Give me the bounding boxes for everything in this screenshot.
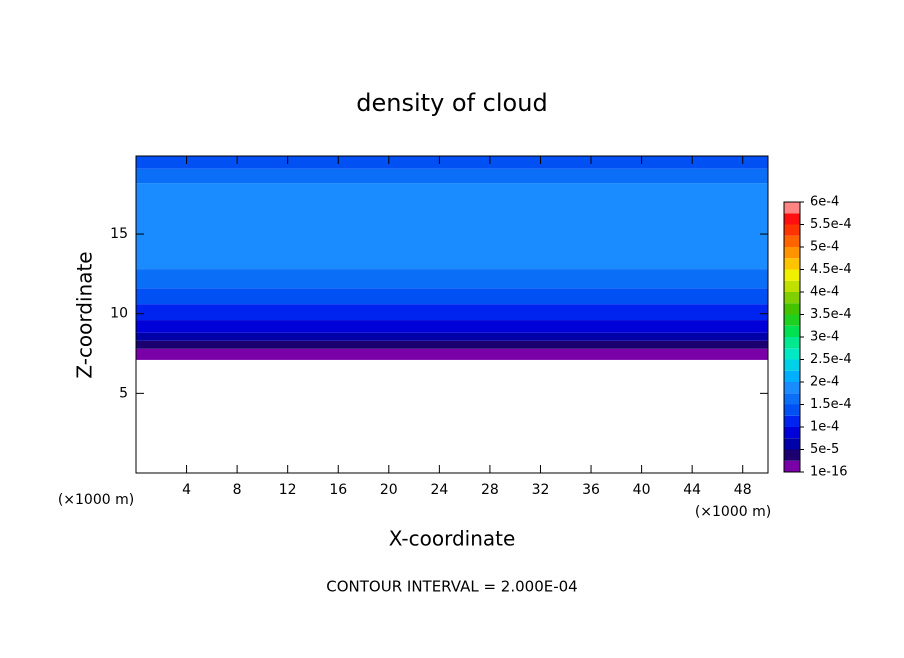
x-axis-label: X-coordinate	[389, 527, 516, 551]
contour-band	[136, 320, 768, 333]
y-unit: (×1000 m)	[58, 492, 134, 508]
colorbar-band	[784, 337, 800, 349]
colorbar-band	[784, 213, 800, 225]
contour-band	[136, 269, 768, 289]
colorbar-band	[784, 348, 800, 360]
colorbar-label: 5.5e-4	[810, 217, 852, 232]
colorbar-label: 1.5e-4	[810, 397, 852, 412]
colorbar-label: 4e-4	[810, 285, 839, 300]
contour-band	[136, 348, 768, 360]
x-tick-label: 20	[380, 482, 398, 498]
x-tick-label: 32	[532, 482, 550, 498]
y-axis-label: Z-coordinate	[73, 251, 97, 378]
colorbar-band	[784, 280, 800, 292]
colorbar-band	[784, 292, 800, 304]
x-tick-label: 36	[582, 482, 600, 498]
y-tick-label: 15	[110, 226, 128, 242]
colorbar-label: 2.5e-4	[810, 352, 852, 367]
colorbar-band	[784, 449, 800, 461]
x-tick-label: 44	[683, 482, 701, 498]
colorbar-label: 5e-4	[810, 240, 839, 255]
colorbar-label: 5e-5	[810, 442, 839, 457]
colorbar-band	[784, 235, 800, 247]
x-tick-label: 8	[233, 482, 242, 498]
colorbar-label: 6e-4	[810, 195, 839, 210]
colorbar-band	[784, 269, 800, 281]
contour-band	[136, 288, 768, 305]
colorbar-band	[784, 247, 800, 259]
colorbar-band	[784, 460, 800, 472]
colorbar-band	[784, 325, 800, 337]
colorbar-label: 3.5e-4	[810, 307, 852, 322]
colorbar-label: 3e-4	[810, 330, 839, 345]
colorbar-band	[784, 427, 800, 439]
x-tick-label: 4	[182, 482, 191, 498]
x-tick-label: 48	[734, 482, 752, 498]
colorbar-band	[784, 314, 800, 326]
y-tick-label: 5	[119, 385, 128, 401]
colorbar-band	[784, 370, 800, 382]
colorbar-label: 4.5e-4	[810, 262, 852, 277]
contour-band	[136, 168, 768, 184]
colorbar-band	[784, 393, 800, 405]
colorbar-band	[784, 404, 800, 416]
x-tick-label: 24	[430, 482, 448, 498]
chart-title: density of cloud	[356, 89, 547, 117]
colorbar-label: 1e-4	[810, 420, 839, 435]
x-unit: (×1000 m)	[695, 504, 771, 520]
colorbar-label: 1e-16	[810, 465, 848, 480]
colorbar-band	[784, 415, 800, 427]
plot-frame	[135, 155, 769, 474]
colorbar-band	[784, 224, 800, 236]
contour-band	[136, 332, 768, 341]
colorbar-band	[784, 202, 800, 214]
x-tick-label: 28	[481, 482, 499, 498]
colorbar-band	[784, 303, 800, 315]
colorbar-band	[784, 382, 800, 394]
x-tick-label: 12	[279, 482, 297, 498]
colorbar-label: 2e-4	[810, 375, 839, 390]
contour-band	[136, 183, 768, 270]
x-tick-label: 40	[633, 482, 651, 498]
colorbar-band	[784, 438, 800, 450]
colorbar-band	[784, 359, 800, 371]
x-tick-label: 16	[329, 482, 347, 498]
contour-band	[136, 340, 768, 349]
footer: CONTOUR INTERVAL = 2.000E-04	[326, 578, 577, 596]
contour-band	[136, 156, 768, 169]
y-tick-label: 10	[110, 306, 128, 322]
contour-band	[136, 304, 768, 321]
colorbar-band	[784, 258, 800, 270]
